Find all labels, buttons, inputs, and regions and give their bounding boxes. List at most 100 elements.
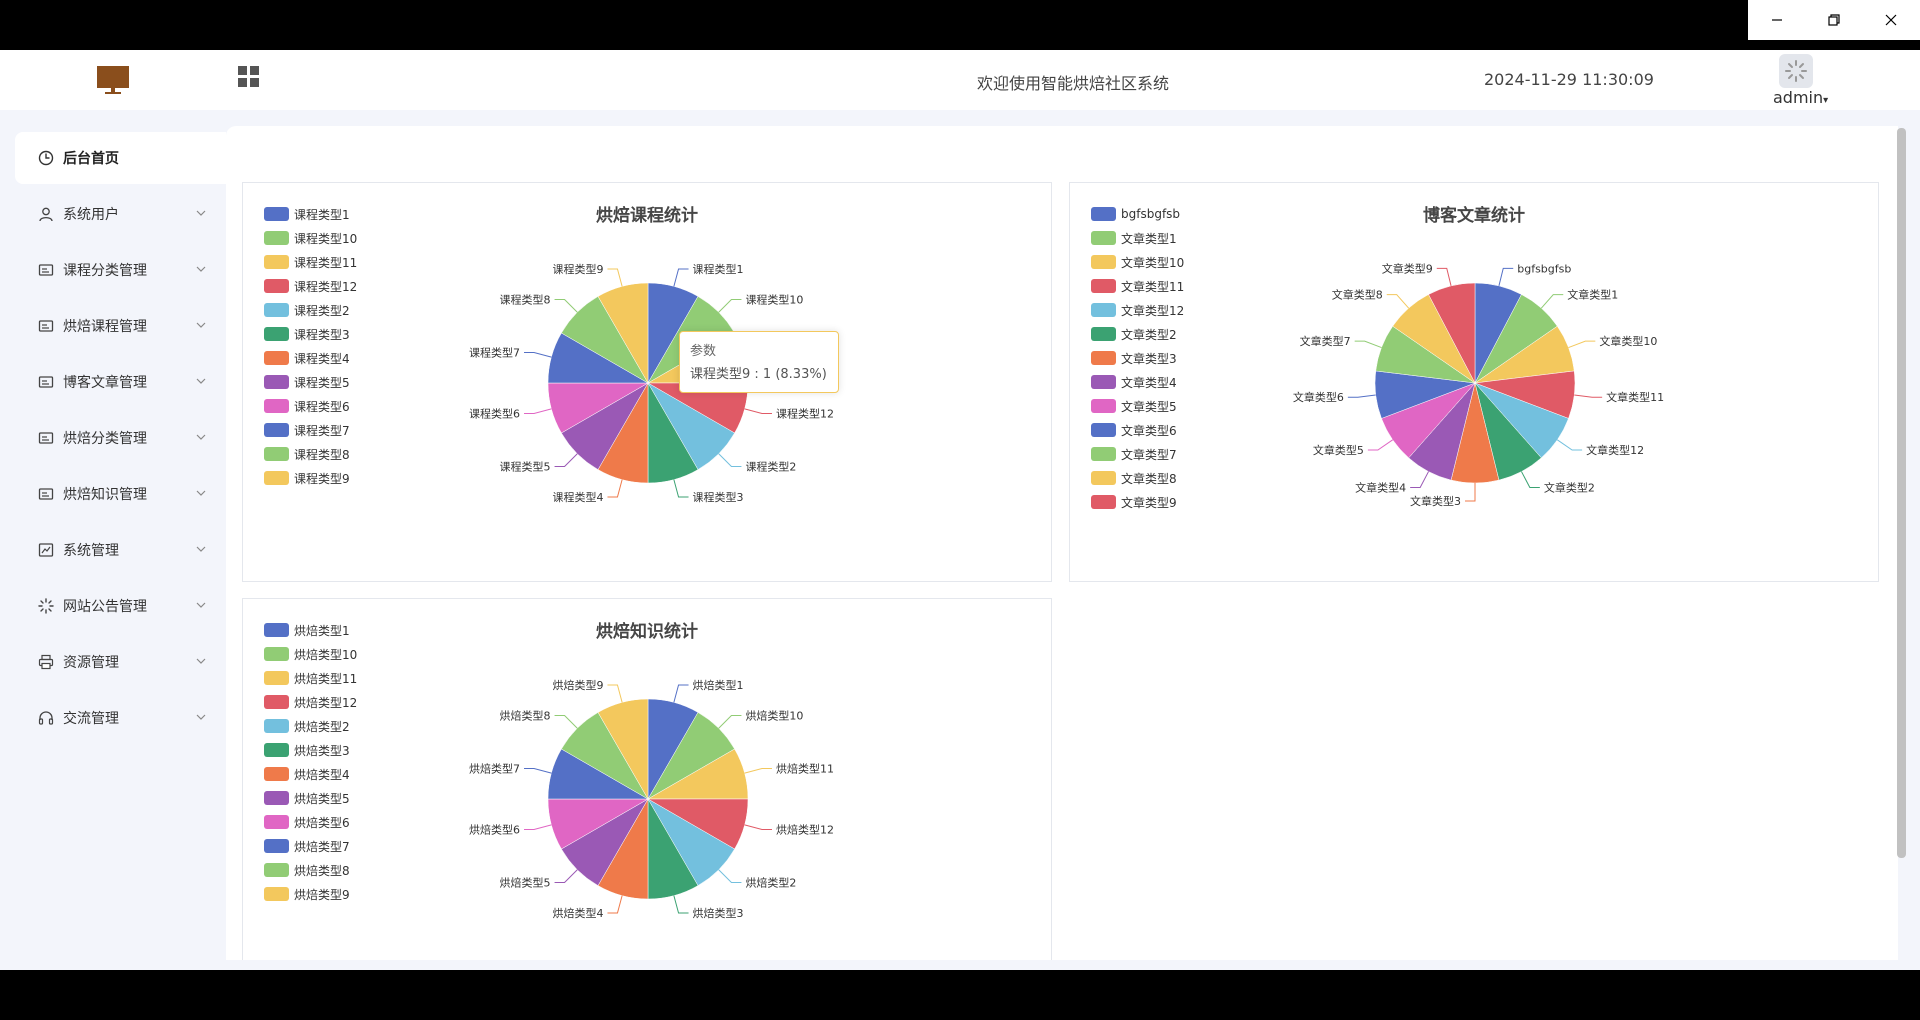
legend-label: 烘焙类型10: [294, 647, 358, 662]
chart-legend: bgfsbgfsb 文章类型1 文章类型10 文章类型11 文章类型12 文章类型2 文章类…: [1091, 202, 1184, 514]
legend-item[interactable]: 文章类型8: [1091, 466, 1184, 490]
legend-swatch: [264, 375, 289, 389]
os-bottom-bar: [0, 970, 1920, 1020]
legend-item[interactable]: 烘焙类型7: [264, 834, 357, 858]
legend-item[interactable]: 烘焙类型9: [264, 882, 357, 906]
restore-button[interactable]: [1805, 0, 1862, 40]
legend-label: 课程类型3: [294, 327, 350, 342]
chart-legend: 烘焙类型1 烘焙类型10 烘焙类型11 烘焙类型12 烘焙类型2 烘焙类型3 烘焙类型4 烘焙…: [264, 618, 357, 906]
slice-label: 文章类型9: [1382, 261, 1433, 275]
sidebar-item-3[interactable]: 烘焙课程管理: [15, 300, 226, 352]
legend-item[interactable]: 文章类型7: [1091, 442, 1184, 466]
sidebar-item-9[interactable]: 资源管理: [15, 636, 226, 688]
legend-item[interactable]: 文章类型9: [1091, 490, 1184, 514]
legend-item[interactable]: 课程类型8: [264, 442, 357, 466]
minimize-button[interactable]: [1748, 0, 1805, 40]
legend-item[interactable]: 烘焙类型6: [264, 810, 357, 834]
slice-label: 烘焙类型7: [469, 761, 520, 775]
label-leader-line: [673, 895, 689, 914]
legend-item[interactable]: 文章类型3: [1091, 346, 1184, 370]
legend-item[interactable]: 烘焙类型4: [264, 762, 357, 786]
user-dropdown[interactable]: admin▾: [1773, 88, 1828, 107]
sidebar-item-label: 资源管理: [63, 655, 119, 671]
slice-label: 课程类型5: [500, 459, 551, 473]
sidebar-item-1[interactable]: 系统用户: [15, 188, 226, 240]
legend-item[interactable]: 文章类型12: [1091, 298, 1184, 322]
slice-label: 课程类型9: [552, 262, 603, 276]
label-leader-line: [673, 479, 689, 498]
legend-item[interactable]: 课程类型4: [264, 346, 357, 370]
legend-item[interactable]: 文章类型11: [1091, 274, 1184, 298]
legend-label: 烘焙类型4: [294, 767, 350, 782]
card-icon: [37, 317, 55, 335]
sidebar-item-7[interactable]: 系统管理: [15, 524, 226, 576]
legend-swatch: [264, 327, 289, 341]
legend-item[interactable]: 课程类型6: [264, 394, 357, 418]
pie-slice[interactable]: [597, 282, 649, 384]
legend-item[interactable]: 课程类型3: [264, 322, 357, 346]
legend-swatch: [1091, 207, 1116, 221]
legend-item[interactable]: 课程类型10: [264, 226, 357, 250]
slice-label: 烘焙类型1: [693, 678, 744, 692]
legend-item[interactable]: 烘焙类型10: [264, 642, 357, 666]
legend-item[interactable]: 课程类型7: [264, 418, 357, 442]
slice-label: 烘焙类型5: [500, 875, 551, 889]
legend-item[interactable]: 课程类型12: [264, 274, 357, 298]
home-clock-icon: [37, 149, 55, 167]
legend-label: 烘焙类型3: [294, 743, 350, 758]
grid-menu-icon[interactable]: [238, 66, 260, 88]
legend-item[interactable]: 烘焙类型5: [264, 786, 357, 810]
label-leader-line: [1367, 439, 1393, 451]
main-scrollbar[interactable]: [1897, 128, 1906, 858]
legend-label: 课程类型5: [294, 375, 350, 390]
legend-item[interactable]: 课程类型5: [264, 370, 357, 394]
legend-item[interactable]: 文章类型1: [1091, 226, 1184, 250]
pie-slice[interactable]: [597, 698, 649, 800]
legend-label: 烘焙类型7: [294, 839, 350, 854]
legend-item[interactable]: 文章类型5: [1091, 394, 1184, 418]
sidebar-item-10[interactable]: 交流管理: [15, 692, 226, 744]
legend-item[interactable]: 课程类型9: [264, 466, 357, 490]
legend-item[interactable]: 烘焙类型2: [264, 714, 357, 738]
legend-item[interactable]: 文章类型4: [1091, 370, 1184, 394]
legend-label: 烘焙类型9: [294, 887, 350, 902]
chevron-down-icon: [196, 658, 206, 664]
legend-item[interactable]: 烘焙类型1: [264, 618, 357, 642]
legend-swatch: [264, 839, 289, 853]
legend-item[interactable]: 烘焙类型11: [264, 666, 357, 690]
sidebar-item-2[interactable]: 课程分类管理: [15, 244, 226, 296]
legend-item[interactable]: 课程类型2: [264, 298, 357, 322]
label-leader-line: [554, 299, 578, 313]
chart-title: 博客文章统计: [1423, 206, 1525, 226]
label-leader-line: [1540, 294, 1564, 309]
legend-item[interactable]: 文章类型2: [1091, 322, 1184, 346]
sidebar-item-0[interactable]: 后台首页: [15, 132, 226, 184]
legend-swatch: [264, 351, 289, 365]
sidebar-item-5[interactable]: 烘焙分类管理: [15, 412, 226, 464]
pie-chart: 烘焙类型1 烘焙类型10 烘焙类型11 烘焙类型12 烘焙类型2 烘焙类型3 烘焙类型4 烘焙…: [469, 678, 834, 920]
sidebar-item-8[interactable]: 网站公告管理: [15, 580, 226, 632]
legend-swatch: [1091, 423, 1116, 437]
close-button[interactable]: [1862, 0, 1919, 40]
legend-item[interactable]: 课程类型1: [264, 202, 357, 226]
legend-item[interactable]: bgfsbgfsb: [1091, 202, 1184, 226]
legend-item[interactable]: 文章类型6: [1091, 418, 1184, 442]
legend-item[interactable]: 课程类型11: [264, 250, 357, 274]
label-leader-line: [744, 824, 772, 831]
chevron-down-icon: [196, 266, 206, 272]
avatar[interactable]: [1779, 54, 1813, 88]
legend-item[interactable]: 烘焙类型12: [264, 690, 357, 714]
legend-swatch: [1091, 399, 1116, 413]
sidebar-item-4[interactable]: 博客文章管理: [15, 356, 226, 408]
legend-item[interactable]: 文章类型10: [1091, 250, 1184, 274]
legend-swatch: [1091, 231, 1116, 245]
logo[interactable]: [97, 66, 129, 94]
label-leader-line: [744, 767, 772, 774]
legend-item[interactable]: 烘焙类型8: [264, 858, 357, 882]
legend-item[interactable]: 烘焙类型3: [264, 738, 357, 762]
label-leader-line: [524, 824, 552, 831]
legend-label: 课程类型6: [294, 399, 350, 414]
sidebar-item-6[interactable]: 烘焙知识管理: [15, 468, 226, 520]
legend-label: 课程类型7: [294, 423, 350, 438]
legend-swatch: [264, 423, 289, 437]
